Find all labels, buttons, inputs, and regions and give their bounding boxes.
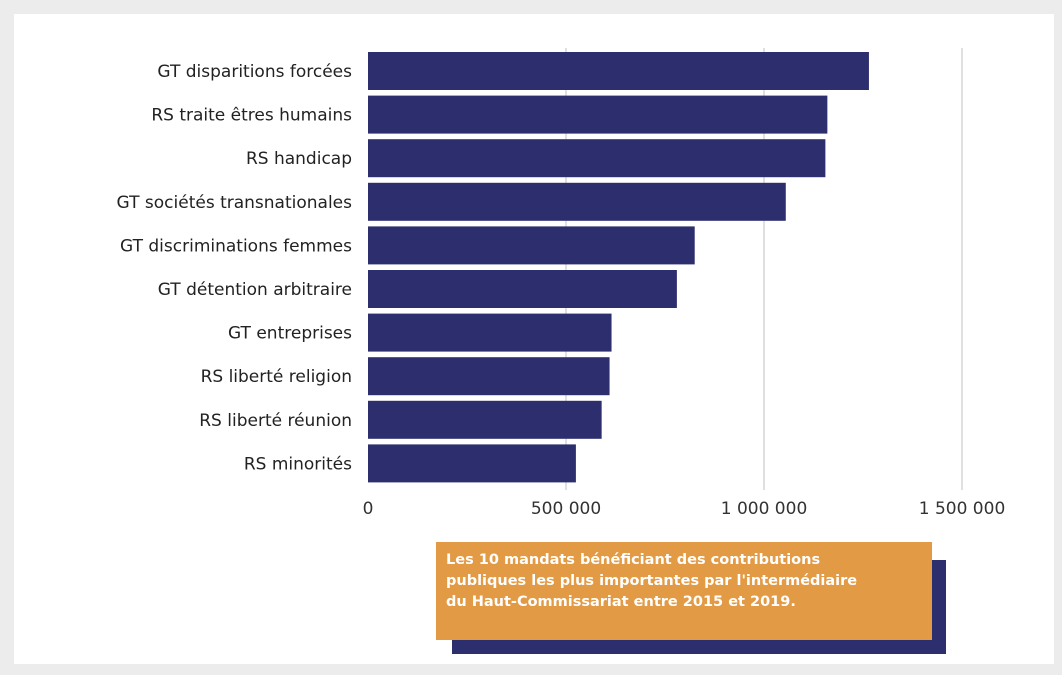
bar-8 [368,401,602,439]
caption-line-3: du Haut-Commissariat entre 2015 et 2019. [446,592,922,613]
category-label-1: RS traite êtres humains [151,106,352,126]
bar-7 [368,357,610,395]
bar-3 [368,183,786,221]
x-tick-label-1: 500 000 [531,499,601,519]
caption-line-1: Les 10 mandats bénéficiant des contribut… [446,550,922,571]
caption-line-2: publiques les plus importantes par l'int… [446,571,922,592]
bar-5 [368,270,677,308]
x-tick-label-0: 0 [363,499,374,519]
bar-2 [368,139,825,177]
x-tick-label-2: 1 000 000 [721,499,808,519]
bar-4 [368,226,695,264]
x-tick-label-3: 1 500 000 [919,499,1006,519]
bar-0 [368,52,869,90]
category-label-7: RS liberté religion [201,367,352,387]
category-label-3: GT sociétés transnationales [117,193,353,213]
bar-1 [368,96,827,134]
category-label-4: GT discriminations femmes [120,236,352,256]
category-label-9: RS minorités [244,454,352,474]
category-label-5: GT détention arbitraire [158,280,352,300]
category-label-6: GT entreprises [228,324,352,344]
bar-6 [368,314,612,352]
bar-9 [368,444,576,482]
caption-box: Les 10 mandats bénéficiant des contribut… [436,542,932,640]
category-label-2: RS handicap [246,149,352,169]
category-label-0: GT disparitions forcées [157,62,352,82]
category-label-8: RS liberté réunion [199,411,352,431]
